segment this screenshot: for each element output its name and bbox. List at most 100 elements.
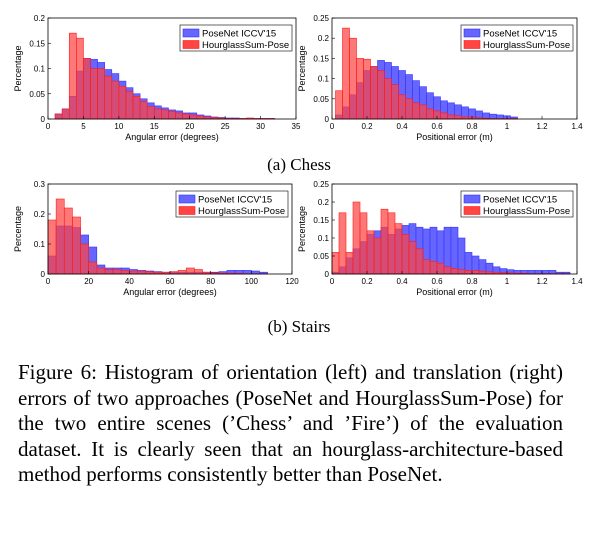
y-axis-label: Percentage [297,206,307,252]
y-axis: 0 0.05 0.1 0.15 0.2 [29,14,51,124]
x-tick-label: 0.6 [431,122,443,131]
bar [349,37,357,120]
x-tick-label: 1.4 [571,277,583,286]
legend-swatch-posenet [178,194,196,204]
bar [412,102,420,120]
bar [415,248,424,275]
bar [377,70,385,120]
x-axis-label: Angular error (degrees) [123,287,217,297]
bar [137,270,146,275]
subcaption-stairs: (b) Stairs [267,317,331,336]
x-tick-label: 20 [185,122,194,131]
bar [454,115,462,120]
bar [146,106,155,120]
bar [335,90,343,120]
bar [83,58,91,120]
bar [366,230,375,275]
x-tick-label: 120 [285,277,299,286]
legend-swatch-posenet [463,28,481,38]
x-tick-label: 1.4 [571,122,583,131]
x-tick-label: 35 [292,122,301,131]
x-axis: 0 5 10 15 20 25 30 35 [46,116,301,131]
x-tick-label: 0.8 [466,277,478,286]
x-tick-label: 25 [221,122,230,131]
bar [471,270,480,275]
bar [55,198,65,275]
x-tick-label: 0.4 [396,277,408,286]
bar [90,68,98,120]
bar [161,109,169,120]
bar [125,90,134,120]
x-tick-label: 0 [330,122,335,131]
bar [401,234,410,275]
bar [139,101,148,120]
bar [429,261,438,275]
x-tick-label: 0.8 [466,122,478,131]
bar [356,58,364,120]
x-tick-label: 0.6 [431,277,443,286]
chart-stairs-angular: 0 20 40 60 80 100 120 0 0.1 0.2 0.3 Angular error (… [0,176,300,306]
bar [194,269,203,275]
x-tick-label: 0.2 [361,277,373,286]
y-axis: 0 0.05 0.1 0.15 0.2 0.25 [313,180,335,279]
legend-label-hourglass: HourglassSum-Pose [202,40,289,51]
x-tick-label: 5 [81,122,86,131]
y-tick-label: 0 [41,115,46,124]
chart-stairs-positional: 0 0.2 0.4 0.6 0.8 1 1.2 1.4 0 0.05 0.1 0.15 0.2 0.25 P… [297,176,598,306]
y-tick-label: 0.2 [318,198,330,207]
bar [450,268,459,275]
x-tick-label: 0.4 [396,122,408,131]
x-tick-label: 1.2 [536,122,548,131]
y-axis-label: Percentage [297,45,307,91]
y-axis-label: Percentage [13,45,23,91]
bar [112,269,122,275]
bar [182,113,191,120]
bar [464,270,473,275]
bar [72,216,81,275]
bar [426,108,434,120]
bar [104,269,114,275]
bar [450,226,459,275]
bar [370,66,378,120]
x-tick-label: 1.2 [536,277,548,286]
bar [380,208,389,275]
subcaption-chess: (a) Chess [267,155,331,174]
x-tick-label: 80 [206,277,215,286]
y-tick-label: 0.25 [313,180,329,189]
bar [443,266,452,275]
bar [129,270,138,275]
x-axis: 0 0.2 0.4 0.6 0.8 1 1.2 1.4 [330,271,583,286]
x-axis: 0 0.2 0.4 0.6 0.8 1 1.2 1.4 [330,116,583,131]
bar [88,261,98,275]
x-axis-label: Angular error (degrees) [125,132,219,142]
bar [345,252,354,275]
y-axis: 0 0.05 0.1 0.15 0.2 0.25 [313,14,335,124]
y-axis-label: Percentage [13,206,23,252]
legend-label-hourglass: HourglassSum-Pose [483,206,570,217]
bar [398,94,406,120]
x-tick-label: 0.2 [361,122,373,131]
legend-label-hourglass: HourglassSum-Pose [483,40,570,51]
bar [132,95,141,120]
y-tick-label: 0.25 [313,14,329,23]
bar [153,108,162,120]
bar [457,237,466,275]
y-tick-label: 0.1 [34,240,46,249]
y-tick-label: 0.2 [34,14,46,23]
bar [387,212,396,275]
figure-caption: Figure 6: Histogram of orientation (left… [18,360,563,486]
plot-frame [331,183,578,275]
x-tick-label: 10 [114,122,123,131]
y-tick-label: 0.1 [318,234,330,243]
y-tick-label: 0.3 [34,180,46,189]
bar [96,267,106,275]
bar [54,113,63,120]
bar [177,270,187,275]
legend-label-posenet: PoseNet ICCV'15 [202,29,276,40]
bar [120,270,130,275]
x-axis-label: Positional error (m) [416,287,493,297]
y-tick-label: 0 [41,270,46,279]
bar [63,207,73,275]
legend-swatch-hourglass [463,206,481,215]
